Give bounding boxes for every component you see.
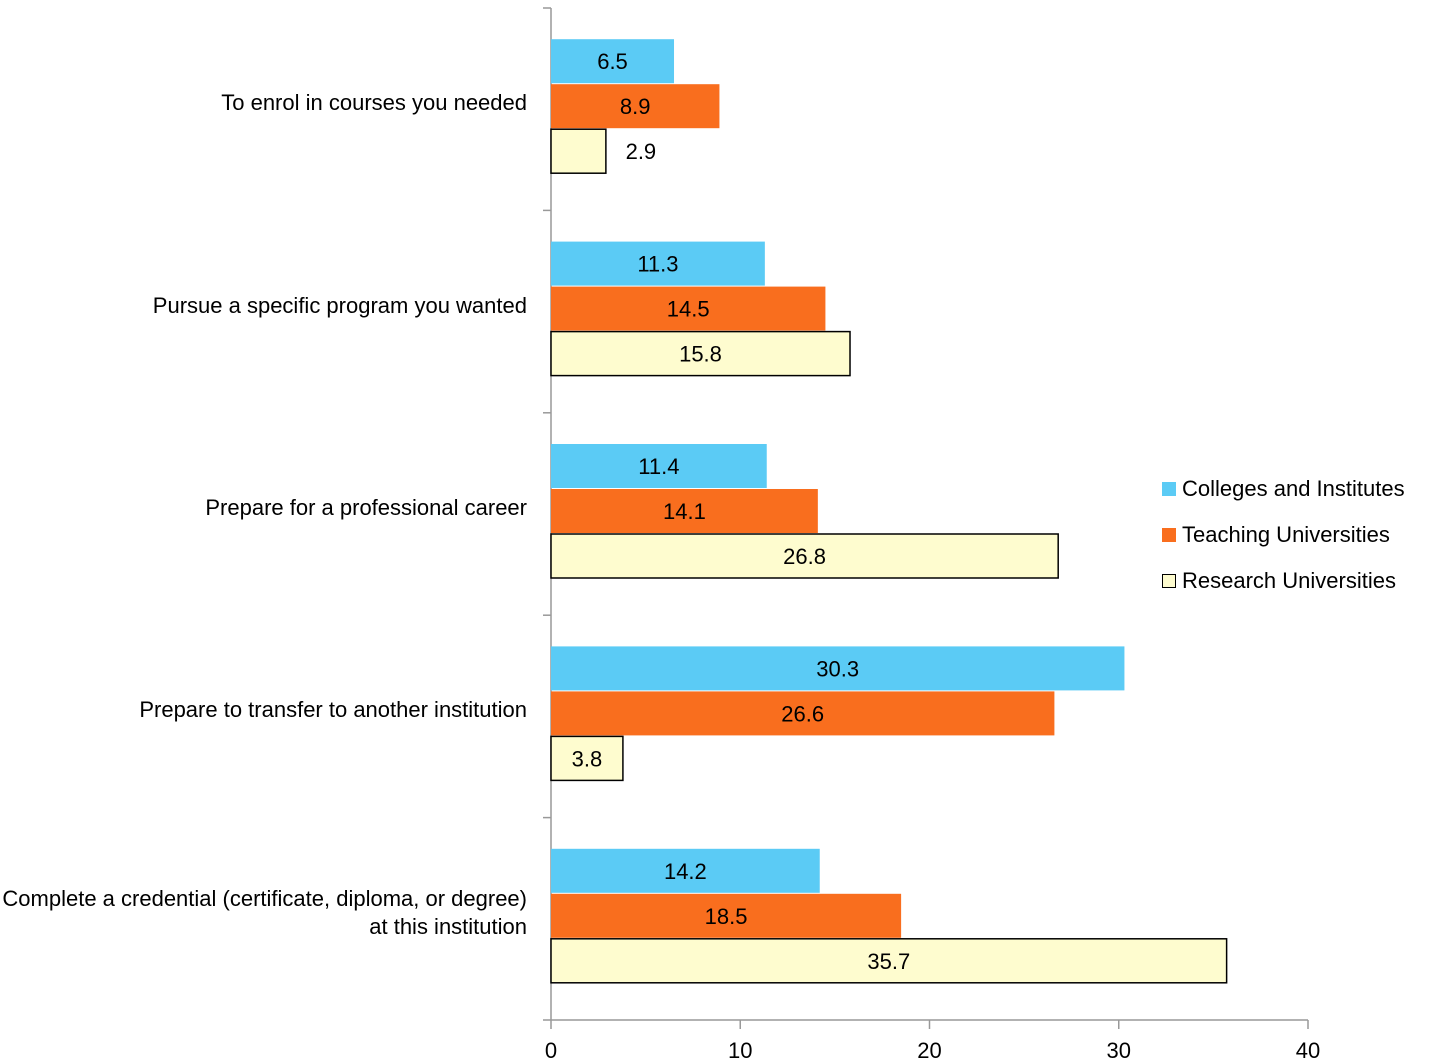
- category-label: To enrol in courses you needed: [221, 90, 527, 116]
- data-label-teaching: 26.6: [781, 701, 824, 726]
- bar-colleges: [551, 241, 765, 286]
- legend-label-research: Research Universities: [1182, 568, 1396, 593]
- bar-research: [550, 330, 851, 377]
- bar-research: [550, 735, 624, 782]
- data-label-colleges: 11.4: [638, 454, 679, 479]
- data-label-research: 35.7: [867, 949, 910, 974]
- bar-colleges: [551, 848, 820, 893]
- x-tick-label: 0: [545, 1038, 557, 1062]
- bar-research: [550, 938, 1228, 984]
- bar-teaching: [551, 489, 818, 533]
- category-label: Pursue a specific program you wanted: [152, 292, 527, 318]
- data-label-teaching: 14.1: [663, 499, 706, 524]
- bar-colleges: [551, 646, 1125, 691]
- x-tick-label: 20: [917, 1038, 941, 1062]
- legend-label-colleges: Colleges and Institutes: [1182, 476, 1405, 501]
- legend-swatch-research: [1162, 574, 1176, 588]
- legend-swatch-teaching: [1162, 528, 1176, 542]
- legend: Colleges and Institutes Teaching Univers…: [1162, 466, 1405, 604]
- bar-teaching: [551, 84, 720, 129]
- bar-research: [550, 128, 607, 174]
- legend-label-teaching: Teaching Universities: [1182, 522, 1390, 547]
- data-label-teaching: 8.9: [620, 94, 651, 119]
- bar-teaching: [551, 691, 1055, 736]
- legend-item-teaching: Teaching Universities: [1162, 512, 1405, 558]
- data-label-teaching: 14.5: [667, 297, 710, 322]
- legend-swatch-colleges: [1162, 482, 1176, 496]
- data-label-research: 2.9: [626, 139, 657, 164]
- category-label: Complete a credential (certificate, dipl…: [2, 885, 527, 939]
- category-label: Prepare to transfer to another instituti…: [139, 697, 527, 723]
- data-label-research: 3.8: [572, 746, 603, 771]
- legend-item-colleges: Colleges and Institutes: [1162, 466, 1405, 512]
- bar-colleges: [551, 39, 675, 84]
- bar-teaching: [551, 893, 902, 938]
- data-label-colleges: 6.5: [597, 49, 628, 74]
- x-tick-label: 10: [728, 1038, 752, 1062]
- data-label-colleges: 30.3: [816, 656, 859, 681]
- legend-item-research: Research Universities: [1162, 558, 1405, 604]
- bar-colleges: [551, 444, 767, 488]
- bar-teaching: [551, 286, 826, 331]
- x-tick-label: 40: [1296, 1038, 1320, 1062]
- data-label-teaching: 18.5: [705, 904, 748, 929]
- bar-research: [550, 533, 1059, 579]
- data-label-research: 26.8: [783, 544, 826, 569]
- data-label-colleges: 11.3: [637, 252, 678, 277]
- data-label-colleges: 14.2: [664, 859, 707, 884]
- data-label-research: 15.8: [679, 342, 722, 367]
- x-tick-label: 30: [1107, 1038, 1131, 1062]
- category-label: Prepare for a professional career: [205, 495, 527, 520]
